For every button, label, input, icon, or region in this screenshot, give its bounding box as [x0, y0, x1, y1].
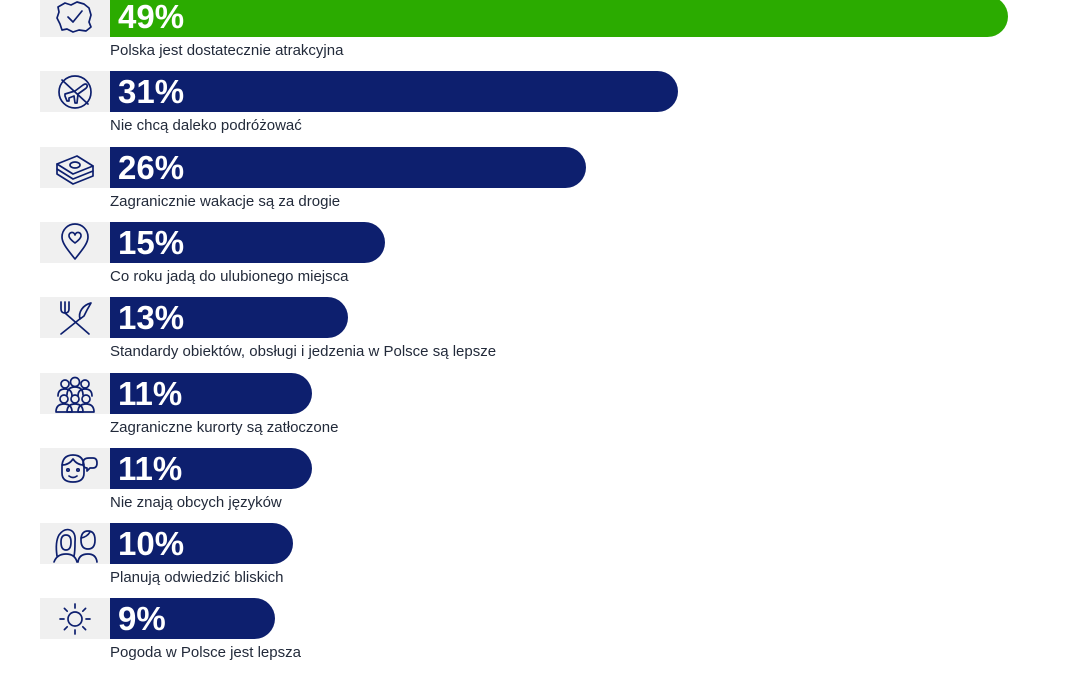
face-speech-bubble-icon	[40, 448, 110, 489]
data-label: 31%	[118, 73, 185, 110]
money-stack-icon	[40, 147, 110, 188]
heart-location-pin-icon	[40, 222, 110, 263]
bar	[110, 71, 678, 112]
chart-row: 11% Nie znają obcych języków	[0, 448, 1080, 523]
category-label: Co roku jadą do ulubionego miejsca	[110, 268, 349, 285]
chart-row: 15% Co roku jadą do ulubionego miejsca	[0, 222, 1080, 297]
data-label: 10%	[118, 525, 185, 562]
category-label: Nie znają obcych języków	[110, 494, 282, 511]
chart-row: 31% Nie chcą daleko podróżować	[0, 71, 1080, 146]
sun-icon	[40, 598, 110, 639]
chart-row: 26% Zagranicznie wakacje są za drogie	[0, 147, 1080, 222]
data-label: 9%	[118, 600, 166, 637]
fork-knife-icon	[40, 297, 110, 338]
bar	[110, 598, 275, 639]
category-label: Standardy obiektów, obsługi i jedzenia w…	[110, 343, 497, 360]
category-label: Planują odwiedzić bliskich	[110, 569, 284, 586]
data-label: 49%	[118, 0, 185, 35]
bar	[110, 297, 348, 338]
chart-row: 11% Zagraniczne kurorty są zatłoczone	[0, 373, 1080, 448]
bar	[110, 0, 1008, 37]
poland-map-check-icon	[40, 0, 110, 37]
bar	[110, 147, 586, 188]
bar	[110, 448, 312, 489]
category-label: Zagranicznie wakacje są za drogie	[110, 193, 341, 210]
category-label: Zagraniczne kurorty są zatłoczone	[110, 419, 339, 436]
bar	[110, 222, 385, 263]
data-label: 26%	[118, 149, 185, 186]
category-label: Pogoda w Polsce jest lepsza	[110, 644, 301, 661]
data-label: 11%	[118, 450, 183, 487]
bar	[110, 523, 293, 564]
category-label: Polska jest dostatecznie atrakcyjna	[110, 42, 344, 59]
no-flight-icon	[40, 71, 110, 112]
data-label: 11%	[118, 375, 183, 412]
bar	[110, 373, 312, 414]
data-label: 15%	[118, 224, 185, 261]
chart-row: 10% Planują odwiedzić bliskich	[0, 523, 1080, 598]
chart-row: 9% Pogoda w Polsce jest lepsza	[0, 598, 1080, 673]
data-label: 13%	[118, 299, 185, 336]
crowd-icon	[40, 373, 110, 414]
couple-icon	[40, 523, 110, 564]
chart-row: 49% Polska jest dostatecznie atrakcyjna	[0, 0, 1080, 71]
chart-row: 13% Standardy obiektów, obsługi i jedzeni…	[0, 297, 1080, 372]
category-label: Nie chcą daleko podróżować	[110, 117, 302, 134]
